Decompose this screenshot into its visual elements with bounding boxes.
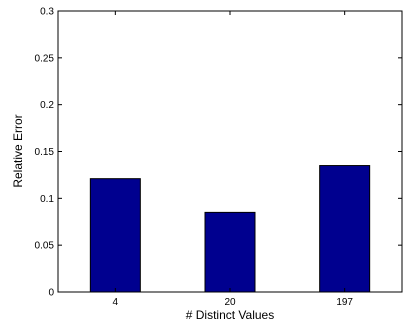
y-tick-label: 0.25 [35,53,55,64]
y-axis-label: Relative Error [11,114,25,187]
x-axis-label: # Distinct Values [186,308,274,322]
bar-4 [89,178,141,293]
y-tick-label: 0.15 [35,147,55,158]
bar-197 [319,165,371,293]
axes-layer: 0 0.05 0.1 0.15 0.2 0.25 0.3 4 20 197 [35,7,403,308]
bar-20 [204,211,256,293]
y-tick-label: 0.05 [35,241,55,252]
x-tick-label: 4 [113,297,119,308]
bars-layer [89,165,371,293]
y-tick-label: 0.3 [40,7,54,18]
y-tick-label: 0 [48,288,54,299]
x-tick-label: 20 [224,297,236,308]
y-tick-label: 0.2 [40,100,54,111]
y-tick-label: 0.1 [40,194,54,205]
x-tick-label: 197 [336,297,353,308]
